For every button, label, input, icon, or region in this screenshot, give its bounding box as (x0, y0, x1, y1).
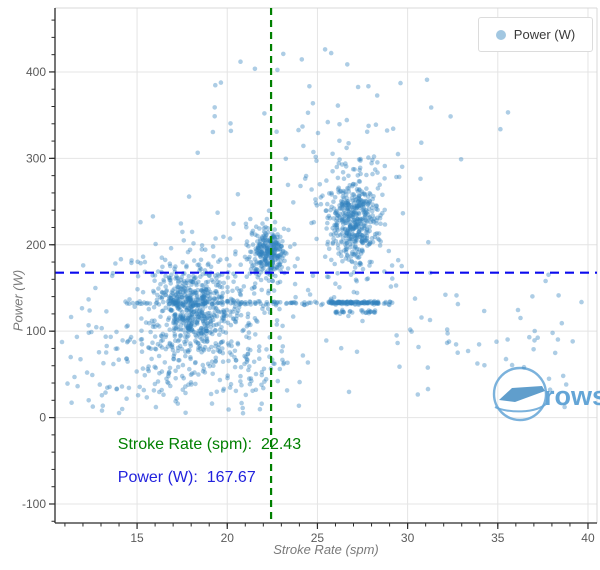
y-tick-label: 100 (26, 324, 46, 338)
legend[interactable]: Power (W) (478, 17, 593, 52)
stroke-rate-readout-label: Stroke Rate (spm): (117, 436, 253, 453)
x-tick-label: 15 (130, 531, 144, 545)
power-readout-label: Power (W): (117, 469, 198, 486)
x-tick-label: 40 (581, 531, 595, 545)
axes: 15 20 25 30 35 40 -100 0 100 200 300 400 (22, 8, 597, 545)
legend-label: Power (W) (513, 27, 576, 42)
stroke-rate-readout-value: 22.43 (261, 436, 302, 453)
watermark-text: rowsa (544, 381, 600, 411)
x-tick-label: 25 (311, 531, 325, 545)
y-axis-title: Power (W) (10, 269, 26, 332)
reference-lines (55, 8, 597, 523)
power-readout: Power (W): 167.67 (100, 451, 256, 505)
power-readout-value: 167.67 (206, 469, 256, 486)
plot-border (55, 7, 598, 523)
y-tick-label: -100 (22, 497, 46, 511)
gridlines (55, 8, 597, 523)
x-tick-label: 20 (221, 531, 235, 545)
x-tick-label: 30 (401, 531, 415, 545)
y-tick-label: 200 (26, 238, 46, 252)
scatter-points (59, 47, 584, 416)
y-tick-label: 300 (26, 151, 46, 165)
y-tick-label: 0 (39, 411, 46, 425)
legend-marker-icon (495, 29, 506, 40)
x-axis-title: Stroke Rate (spm) (273, 542, 379, 557)
watermark-logo: rowsa (492, 366, 600, 422)
y-tick-label: 400 (26, 65, 46, 79)
x-tick-label: 35 (491, 531, 505, 545)
stroke-rate-readout: Stroke Rate (spm): 22.43 (100, 418, 301, 472)
